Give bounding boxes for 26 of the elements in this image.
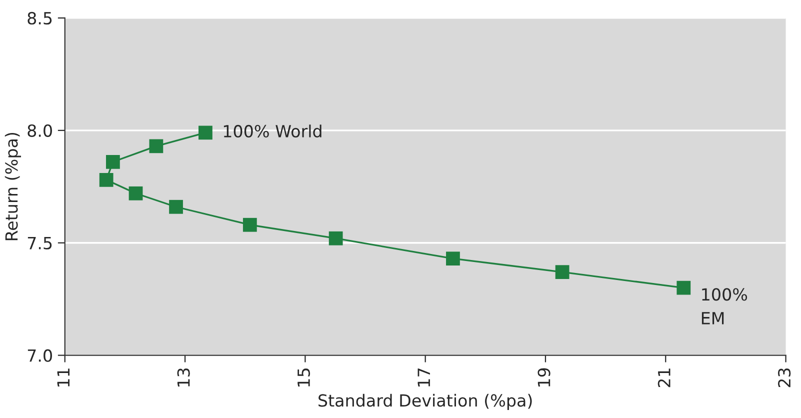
x-tick-label: 15 [298, 368, 310, 386]
point [169, 200, 183, 214]
annotation: 100% EM [702, 288, 748, 324]
y-tick-label: 8.0 [28, 124, 52, 137]
y-tick-label: 7.5 [28, 237, 52, 250]
x-tick-label: 19 [538, 368, 550, 386]
point [328, 231, 343, 246]
y-axis-title: Return (%pa) [4, 132, 22, 240]
annotation: 100% World [224, 124, 322, 138]
x-tick-label: 23 [778, 368, 791, 388]
x-tick-label: 21 [658, 368, 670, 388]
y-tick-label: 7.0 [28, 349, 52, 362]
y-tick-label: 8.5 [28, 12, 52, 25]
point [198, 126, 212, 140]
point [676, 280, 691, 295]
point [106, 154, 120, 169]
point [149, 139, 164, 154]
x-tick-label: 13 [177, 368, 190, 386]
point [555, 265, 570, 280]
point [128, 186, 143, 200]
x-tick-label: 11 [57, 368, 70, 386]
point [242, 218, 257, 232]
x-tick-label: 17 [418, 368, 430, 386]
point [446, 252, 460, 266]
x-axis-title: Standard Deviation (%pa) [318, 394, 532, 410]
point [99, 172, 114, 187]
